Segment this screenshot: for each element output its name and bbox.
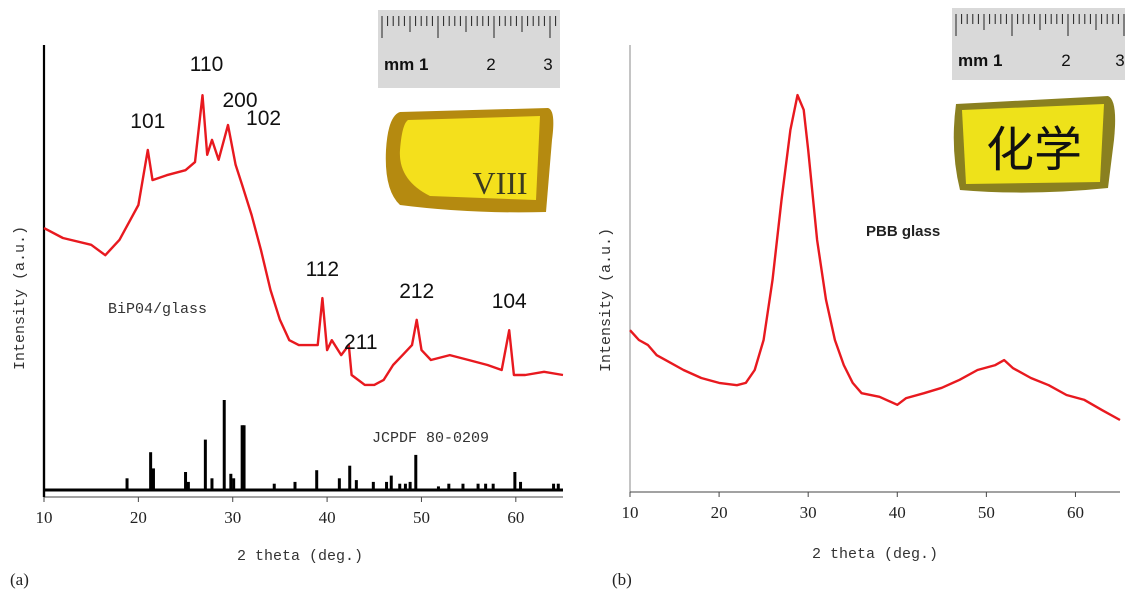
series-label: BiP04/glass <box>108 301 207 318</box>
ruler-label: 3 <box>543 55 552 74</box>
glass-face <box>962 104 1104 184</box>
peak-label: 200 <box>222 89 257 112</box>
y-axis-label: Intensity (a.u.) <box>12 226 29 370</box>
ruler <box>378 10 560 88</box>
peak-label: 104 <box>492 290 527 313</box>
ruler-label: mm 1 <box>384 55 428 74</box>
panel-label: (a) <box>10 570 29 589</box>
ruler-label: mm 1 <box>958 51 1002 70</box>
ruler-label: 3 <box>1115 51 1124 70</box>
x-tick-label: 50 <box>978 503 995 522</box>
reference-label: JCPDF 80-0209 <box>372 430 489 447</box>
ruler-label: 2 <box>1061 51 1070 70</box>
peak-label: 112 <box>306 258 339 281</box>
x-tick-label: 10 <box>36 508 53 527</box>
data-line <box>43 94 564 387</box>
sample-text: 化学 <box>986 122 1082 178</box>
series-label: PBB glass <box>866 223 940 240</box>
x-tick-label: 60 <box>507 508 524 527</box>
x-tick-label: 50 <box>413 508 430 527</box>
x-tick-label: 30 <box>800 503 817 522</box>
x-axis-label: 2 theta (deg.) <box>812 546 938 563</box>
ruler-ticks <box>381 16 557 38</box>
inset-a: mm 1 2 3 VIII <box>378 10 560 213</box>
x-tick-label: 20 <box>711 503 728 522</box>
ruler-ticks <box>955 14 1125 36</box>
peak-label: 101 <box>130 110 165 133</box>
x-tick-label: 60 <box>1067 503 1084 522</box>
ruler-label: 2 <box>486 55 495 74</box>
peak-label: 212 <box>399 280 434 303</box>
x-tick-label: 20 <box>130 508 147 527</box>
y-axis-label: Intensity (a.u.) <box>598 228 615 372</box>
x-tick-label: 10 <box>622 503 639 522</box>
peak-label: 102 <box>246 107 281 130</box>
peak-label: 110 <box>190 53 223 76</box>
peak-label: 211 <box>344 331 377 354</box>
data-line <box>629 93 1121 422</box>
sample-text: VIII <box>472 165 527 201</box>
x-tick-label: 30 <box>224 508 241 527</box>
inset-b: mm 1 2 3 化学 <box>952 8 1125 193</box>
x-axis-label: 2 theta (deg.) <box>237 548 363 565</box>
x-tick-label: 40 <box>889 503 906 522</box>
panel-label: (b) <box>612 570 632 589</box>
glass-face <box>399 116 540 200</box>
x-tick-label: 40 <box>319 508 336 527</box>
